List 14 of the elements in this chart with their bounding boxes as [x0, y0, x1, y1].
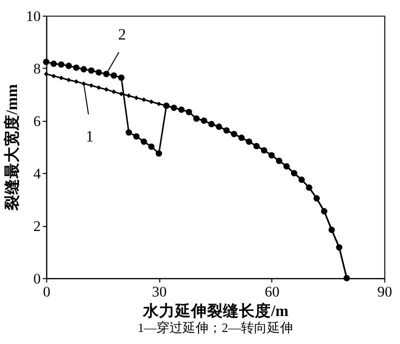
y-tick-label: 4 — [33, 166, 42, 183]
text: 1—穿过延伸；2—转向延伸 — [138, 321, 293, 336]
x-tick-label: 30 — [152, 284, 167, 300]
y-tick-label: 6 — [33, 114, 41, 130]
y-tick-label: 0 — [33, 272, 41, 288]
y-tick-label: 2 — [33, 219, 41, 236]
annotation: 2 — [118, 26, 126, 44]
y-axis-title: 裂缝最大宽度/mm — [2, 84, 22, 212]
y-tick-label: 10 — [26, 9, 41, 26]
x-axis-title: 水力延伸裂缝长度/m — [142, 300, 288, 320]
annotation: 1 — [86, 128, 94, 146]
x-tick-label: 60 — [264, 284, 280, 300]
x-tick-label: 90 — [377, 284, 392, 300]
y-tick-label: 8 — [33, 62, 41, 78]
